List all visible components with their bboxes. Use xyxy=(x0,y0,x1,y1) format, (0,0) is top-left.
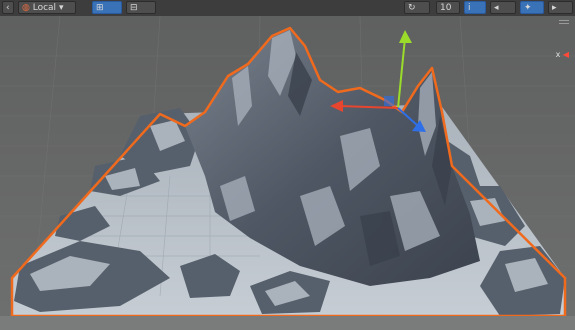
rotate-view-button[interactable]: ↻ xyxy=(404,1,430,14)
axis-x-cone-icon: ◀ xyxy=(562,50,569,59)
transform-gizmo[interactable] xyxy=(330,30,426,132)
scene-viewport[interactable] xyxy=(0,16,575,330)
selection-outline xyxy=(10,26,567,318)
effects-icon: ✦ xyxy=(524,3,532,13)
audio-button[interactable]: ◂ xyxy=(490,1,516,14)
scene-toolbar: ‹ ◍ Local ▾ ⊞ ⊟ ↻ 10 i ◂ ✦ ▸ xyxy=(0,0,575,17)
info-icon: i xyxy=(468,3,471,13)
scene-bottom-area xyxy=(0,316,575,330)
gizmo-y-axis[interactable] xyxy=(397,37,406,109)
snap-increment-dropdown[interactable]: ⊟ xyxy=(126,1,156,14)
grid-snap-button[interactable]: ⊞ xyxy=(92,1,122,14)
grid-icon: ⊞ xyxy=(96,3,104,13)
gizmo-x-axis[interactable] xyxy=(339,105,399,109)
speaker-icon: ◂ xyxy=(494,3,499,13)
axis-x-label: x xyxy=(555,50,561,59)
snap-icon: ⊟ xyxy=(130,3,138,13)
terrain-foothill-highlights xyxy=(30,120,548,306)
effects-button[interactable]: ✦ xyxy=(520,1,544,14)
terrain-shadows xyxy=(288,52,452,266)
scale-value: 10 xyxy=(440,3,452,13)
gizmo-x-arrow-icon[interactable] xyxy=(330,100,343,112)
rotate-icon: ↻ xyxy=(408,3,416,13)
scale-field[interactable]: 10 xyxy=(436,1,460,14)
pivot-mode-dropdown[interactable]: ◍ Local ▾ xyxy=(18,1,76,14)
gizmo-z-axis[interactable] xyxy=(397,107,419,127)
pivot-mode-label: Local xyxy=(32,3,57,13)
orientation-axis-label[interactable]: x ◀ xyxy=(556,50,569,59)
gizmo-z-arrow-icon[interactable] xyxy=(412,120,426,132)
scene-menu-icon[interactable] xyxy=(559,20,569,26)
terrain-ridges xyxy=(220,30,440,251)
toggle-button[interactable]: i xyxy=(464,1,486,14)
gizmo-y-arrow-icon[interactable] xyxy=(399,30,412,43)
chevron-down-icon: ▾ xyxy=(58,3,64,13)
gizmo-plane-handle[interactable] xyxy=(384,96,394,106)
gizmos-dropdown[interactable]: ▸ xyxy=(548,1,573,14)
toolbar-chevron-left-icon[interactable]: ‹ xyxy=(2,1,14,14)
gizmos-icon: ▸ xyxy=(552,3,557,13)
globe-icon: ◍ xyxy=(22,3,30,13)
